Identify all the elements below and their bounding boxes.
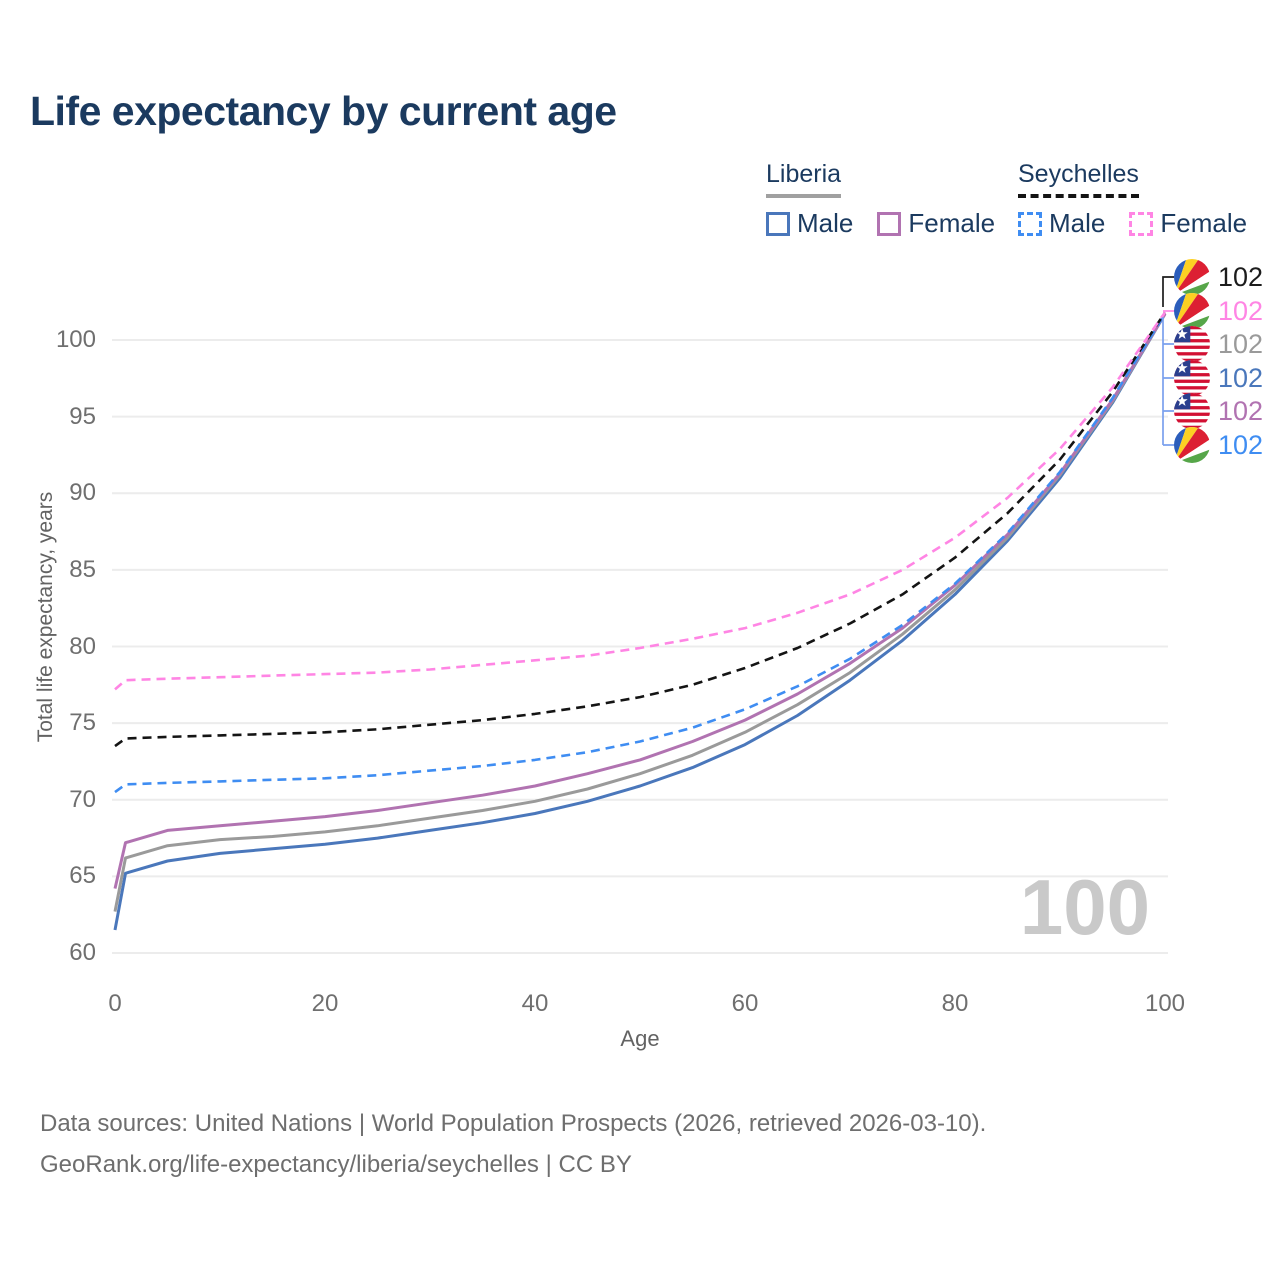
footer-attribution: GeoRank.org/life-expectancy/liberia/seyc… [40,1151,632,1178]
end-label-seychelles-male: 102 [1174,427,1263,463]
liberia-flag-icon [1174,326,1210,362]
footer: Data sources: United Nations | World Pop… [40,1103,986,1185]
y-tick-label-85: 85 [69,555,96,583]
end-label-value: 102 [1218,396,1264,426]
end-label-value: 102 [1218,329,1264,359]
legend-item-label: Female [1160,208,1248,238]
legend-items-liberia: Male Female [766,208,995,239]
legend-group-seychelles: Seychelles Male Female [1018,160,1247,239]
end-label-value: 102 [1218,430,1264,460]
legend-items-seychelles: Male Female [1018,208,1247,239]
y-tick-label-75: 75 [69,709,96,737]
series-line-seychelles-male [114,313,1167,794]
y-tick-label-100: 100 [55,326,96,353]
x-tick-label-80: 80 [941,990,969,1017]
x-tick-label-60: 60 [731,990,759,1017]
x-tick-label-40: 40 [521,990,549,1017]
end-label-liberia-female: 102 [1174,393,1263,429]
y-tick-label-70: 70 [69,785,96,813]
page-title: Life expectancy by current age [30,88,617,134]
x-tick-label-0: 0 [108,990,122,1017]
legend-item-label: Female [908,208,996,238]
end-label-liberia: 102 [1174,326,1263,362]
legend-country-seychelles[interactable]: Seychelles [1018,160,1139,198]
y-tick-label-90: 90 [69,479,96,507]
series-line-liberia [113,313,1167,912]
legend-item-seychelles-male[interactable]: Male [1018,208,1105,239]
x-axis-title: Age [620,1026,660,1051]
legend-country-liberia[interactable]: Liberia [766,160,842,198]
legend-item-label: Male [1049,208,1106,238]
legend-swatch-icon [1018,211,1042,236]
series-line-seychelles-female [114,311,1167,691]
x-tick-label-20: 20 [311,990,339,1017]
end-label-value: 102 [1218,363,1264,393]
legend-item-label: Male [797,208,854,238]
liberia-flag-icon [1174,393,1210,429]
legend-swatch-icon [766,211,790,236]
legend-swatch-icon [1129,211,1154,236]
end-label-value: 102 [1218,296,1264,326]
legend-swatch-icon [877,211,902,236]
series-line-liberia-female [113,313,1167,889]
series-line-seychelles [114,311,1167,748]
footer-data-sources: Data sources: United Nations | World Pop… [40,1110,987,1137]
legend-item-seychelles-female[interactable]: Female [1129,208,1247,239]
y-tick-label-60: 60 [69,939,96,966]
x-tick-label-100: 100 [1144,990,1186,1017]
age-counter-watermark: 100 [1019,863,1150,951]
seychelles-flag-icon [1174,293,1210,329]
liberia-flag-icon [1174,360,1210,396]
y-tick-label-80: 80 [69,632,96,660]
legend-group-liberia: Liberia Male Female [766,160,995,239]
end-label-liberia-male: 102 [1174,360,1263,396]
y-axis-title: Total life expectancy, years [34,491,57,743]
y-tick-label-65: 65 [69,862,96,890]
end-label-value: 102 [1218,262,1264,292]
legend-item-liberia-male[interactable]: Male [766,208,853,239]
series-line-liberia-male [113,313,1167,931]
legend-item-liberia-female[interactable]: Female [877,208,995,239]
end-label-seychelles-female: 102 [1174,293,1263,329]
seychelles-flag-icon [1174,427,1210,463]
seychelles-flag-icon [1174,259,1210,295]
y-tick-label-95: 95 [69,402,96,430]
end-label-seychelles: 102 [1174,259,1263,295]
